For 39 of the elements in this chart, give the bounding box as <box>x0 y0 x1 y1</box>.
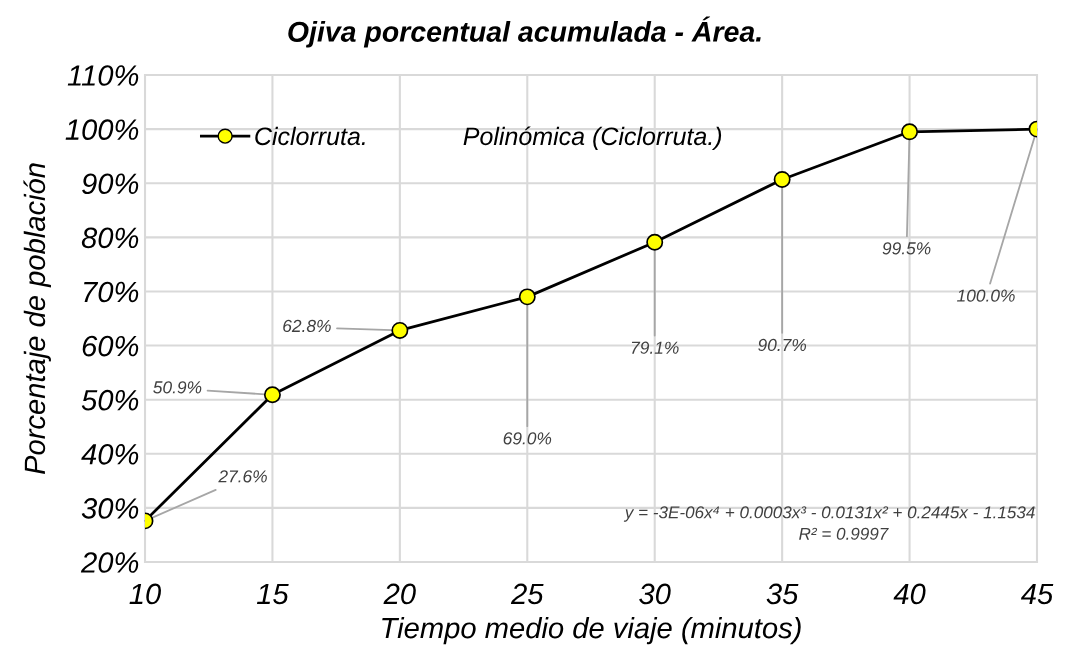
data-label: 100.0% <box>957 289 1015 302</box>
y-tick-label: 80% <box>81 227 139 249</box>
y-tick-label: 40% <box>81 443 139 465</box>
y-tick-label: 110% <box>67 65 139 86</box>
data-label: 62.8% <box>283 319 331 333</box>
data-label: 90.7% <box>758 338 807 352</box>
x-tick-label: 15 <box>256 583 289 605</box>
y-tick-label: 100% <box>65 119 139 140</box>
x-tick-label: 40 <box>893 583 926 605</box>
point <box>518 288 536 306</box>
point <box>391 321 409 339</box>
point <box>263 386 281 404</box>
data-label: 79.1% <box>631 341 679 354</box>
data-label: 99.5% <box>882 242 931 255</box>
data-label: 50.9% <box>153 381 202 394</box>
point <box>646 233 664 251</box>
point <box>901 123 919 141</box>
x-axis-title: Tiempo medio de viaje (minutos) <box>382 616 801 645</box>
annotation: y = -3E-06x⁴ + 0.0003x³ - 0.0131x² + 0.2445x - 1.1534 <box>623 506 1035 522</box>
annotation: R² = 0.9997 <box>799 527 889 540</box>
y-tick-label: 60% <box>82 335 139 357</box>
legend-label: Ciclorruta. <box>255 126 365 146</box>
y-axis-title: Porcentaje de población <box>23 163 51 475</box>
y-tick-label: 30% <box>81 498 139 519</box>
data-label: 69.0% <box>503 432 552 445</box>
x-tick-label: 45 <box>1020 583 1054 605</box>
annotation: Polinómica (Ciclorruta.) <box>463 126 722 151</box>
x-tick-label: 35 <box>766 583 799 605</box>
y-tick-label: 90% <box>82 173 139 195</box>
x-tick-label: 25 <box>510 583 544 605</box>
x-tick-label: 30 <box>639 583 671 605</box>
y-tick-label: 50% <box>81 389 139 411</box>
y-tick-label: 20% <box>80 552 139 573</box>
data-label: 27.6% <box>218 470 267 483</box>
x-tick-label: 20 <box>383 583 416 605</box>
point <box>773 170 791 188</box>
x-tick-label: 10 <box>129 583 161 605</box>
y-tick-label: 70% <box>84 281 139 303</box>
chart-title: Ojiva porcentual acumulada - Área. <box>288 16 761 48</box>
